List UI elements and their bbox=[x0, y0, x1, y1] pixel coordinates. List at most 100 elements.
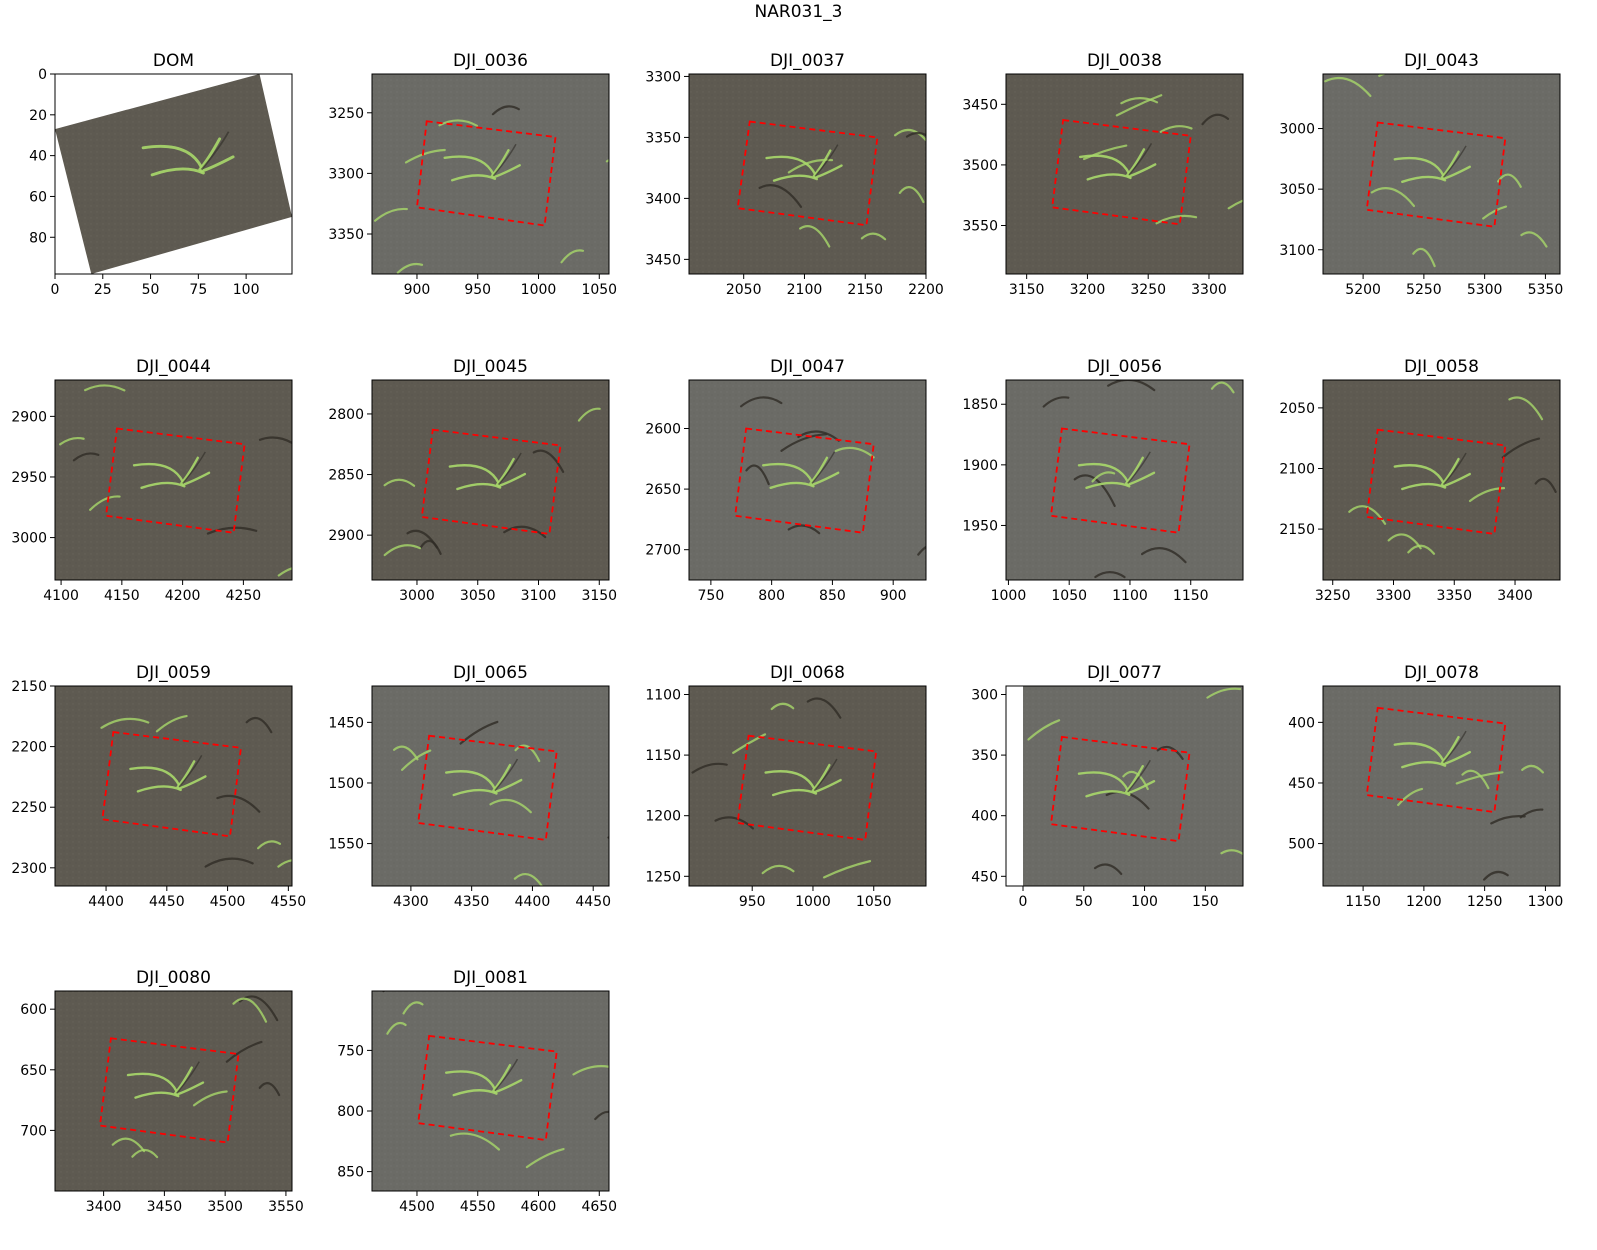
seedling-leaf bbox=[177, 775, 207, 790]
x-tick-label: 4500 bbox=[210, 894, 246, 910]
y-tick-label: 2800 bbox=[328, 407, 364, 423]
subplot-title: DJI_0080 bbox=[136, 968, 211, 988]
x-tick-label: 1150 bbox=[1173, 588, 1209, 604]
background-blade bbox=[419, 539, 442, 555]
background-blade bbox=[216, 794, 261, 813]
y-tick-label: 500 bbox=[1288, 837, 1315, 853]
y-tick-label: 400 bbox=[1288, 715, 1315, 731]
x-tick-label: 3550 bbox=[268, 1199, 304, 1215]
background-blade bbox=[860, 232, 887, 241]
subplot-title: DJI_0038 bbox=[1087, 51, 1162, 71]
x-tick-label: 4450 bbox=[575, 894, 611, 910]
background-blade bbox=[277, 859, 292, 868]
background-blade bbox=[503, 525, 547, 539]
subplot: DJI_0045 3000 3050 3100 3150 2800 2850 2900 bbox=[328, 357, 617, 604]
background-blade bbox=[1156, 745, 1184, 760]
x-tick-label: 2150 bbox=[847, 282, 883, 298]
background-blade bbox=[84, 384, 126, 392]
seedling-leaf bbox=[810, 471, 840, 487]
y-tick-label: 3500 bbox=[962, 158, 998, 174]
seedling-leaf bbox=[1077, 462, 1129, 484]
target-box bbox=[1051, 119, 1192, 226]
seedling-leaf bbox=[497, 472, 527, 488]
seedling-shadow bbox=[1442, 730, 1467, 764]
seedling-shadow bbox=[1442, 145, 1467, 178]
background-blade bbox=[111, 1137, 146, 1153]
seedling-leaf bbox=[1401, 482, 1447, 491]
subplot-image bbox=[1006, 74, 1243, 274]
y-tick-label: 1450 bbox=[328, 715, 364, 731]
target-box bbox=[101, 731, 242, 838]
x-tick-label: 4400 bbox=[515, 894, 551, 910]
subplot-image bbox=[689, 686, 926, 886]
x-tick-label: 1200 bbox=[1406, 894, 1442, 910]
background-blade bbox=[1120, 97, 1159, 105]
seedling-shadow bbox=[811, 451, 836, 484]
axes-frame bbox=[1005, 73, 1244, 275]
background-blade bbox=[383, 478, 416, 487]
x-tick-label: 100 bbox=[233, 282, 260, 298]
x-tick-label: 3200 bbox=[1070, 282, 1106, 298]
subplot: DJI_0068 950 1000 1050 1100 1150 1200 1250 bbox=[645, 663, 927, 910]
x-tick-label: 900 bbox=[880, 588, 907, 604]
subplot-title: DJI_0043 bbox=[1404, 51, 1479, 71]
x-tick-label: 4350 bbox=[454, 894, 490, 910]
background-blade bbox=[732, 733, 767, 754]
x-tick-label: 3050 bbox=[460, 588, 496, 604]
y-tick-label: 600 bbox=[20, 1002, 47, 1018]
background-blade bbox=[1082, 144, 1128, 161]
seedling-leaf bbox=[1126, 780, 1156, 795]
axes-frame bbox=[54, 379, 293, 581]
y-tick-label: 850 bbox=[337, 1165, 364, 1181]
target-box bbox=[417, 734, 558, 841]
seedling-leaf bbox=[126, 1072, 178, 1093]
seedling-shadow bbox=[494, 1058, 519, 1092]
subplot-title: DJI_0065 bbox=[453, 663, 528, 683]
seedling-leaf bbox=[771, 788, 818, 797]
subplot-image bbox=[372, 74, 609, 274]
y-tick-label: 2850 bbox=[328, 468, 364, 484]
y-tick-label: 350 bbox=[971, 748, 998, 764]
y-tick-label: 3550 bbox=[962, 219, 998, 235]
x-tick-label: 100 bbox=[1131, 894, 1158, 910]
x-tick-label: 3250 bbox=[1130, 282, 1166, 298]
background-blade bbox=[917, 545, 926, 556]
background-blade bbox=[770, 702, 795, 711]
seedling-leaf bbox=[1401, 761, 1447, 769]
subplot: DJI_0037 2050 2100 2150 2200 3300 3350 3400 3450 bbox=[645, 51, 943, 298]
target-box bbox=[420, 428, 562, 535]
y-tick-label: 450 bbox=[971, 869, 998, 885]
target-box bbox=[417, 1034, 558, 1142]
subplot-image bbox=[55, 686, 292, 886]
background-blade bbox=[192, 1090, 228, 1107]
axes-frame bbox=[688, 685, 927, 887]
background-blade bbox=[204, 857, 254, 868]
subplot: DJI_0047 750 800 850 900 2600 2650 2700 bbox=[645, 357, 927, 604]
target-box bbox=[1365, 121, 1507, 228]
background-blade bbox=[155, 714, 188, 733]
background-blade bbox=[58, 436, 85, 446]
seedling-leaf bbox=[1393, 464, 1445, 485]
seedling-leaf bbox=[492, 1063, 512, 1092]
y-tick-label: 2650 bbox=[645, 482, 681, 498]
background-blade bbox=[1140, 547, 1187, 564]
background-blade bbox=[822, 860, 872, 879]
background-blade bbox=[404, 148, 446, 164]
y-tick-label: 60 bbox=[29, 189, 47, 205]
y-tick-label: 3450 bbox=[645, 252, 681, 268]
target-box bbox=[1049, 735, 1191, 843]
seedling-leaf bbox=[132, 462, 185, 484]
y-tick-label: 1900 bbox=[962, 458, 998, 474]
subplot: DJI_0081 4500 4550 4600 4650 750 800 850 bbox=[337, 968, 617, 1215]
y-tick-label: 1500 bbox=[328, 776, 364, 792]
seedling-leaf bbox=[1440, 150, 1460, 179]
seedling-leaf bbox=[811, 763, 831, 792]
x-tick-label: 5250 bbox=[1406, 282, 1442, 298]
background-blade bbox=[780, 433, 828, 452]
y-tick-label: 700 bbox=[20, 1123, 47, 1139]
y-tick-label: 3300 bbox=[645, 69, 681, 85]
seedling-shadow bbox=[178, 755, 203, 788]
y-tick-label: 3000 bbox=[11, 531, 47, 547]
subplot: DJI_0038 3150 3200 3250 3300 3450 3500 3550 bbox=[962, 51, 1244, 298]
